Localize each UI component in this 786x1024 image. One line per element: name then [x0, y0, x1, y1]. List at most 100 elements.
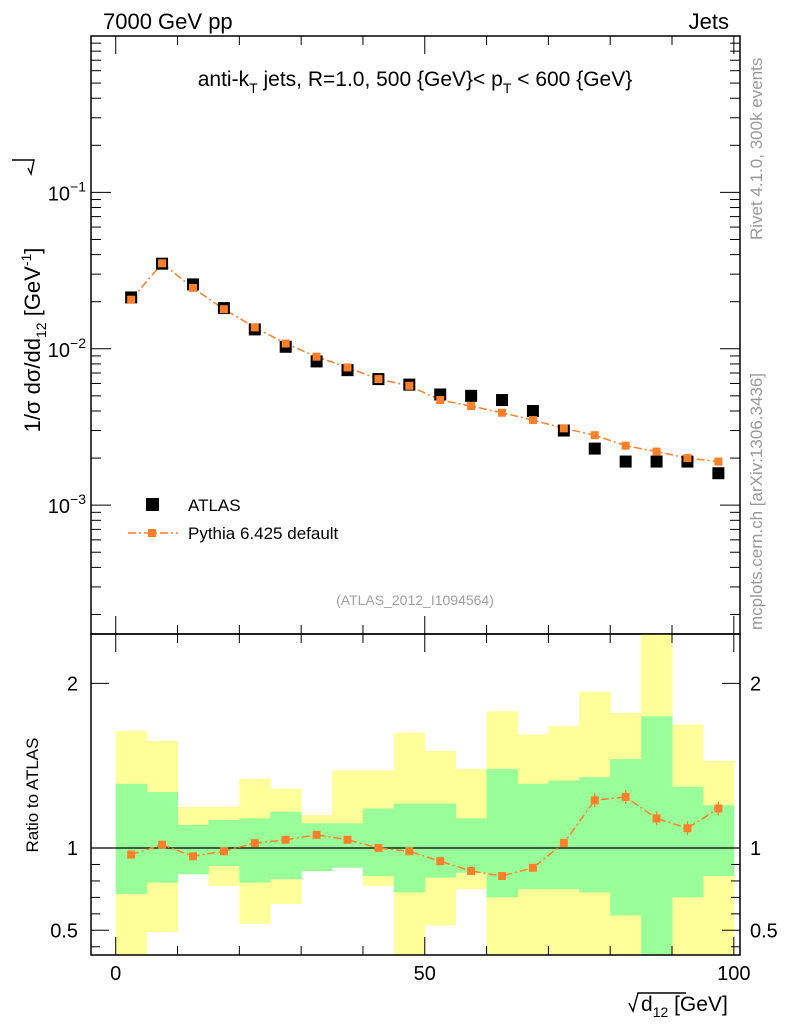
ratio-y-axis-label: Ratio to ATLAS	[23, 738, 42, 853]
title-part-main: anti-k	[198, 68, 250, 91]
uncertainty-band-inner	[548, 780, 580, 890]
tick-base: 10	[48, 496, 70, 518]
mc-data-point	[343, 363, 352, 372]
mc-data-point	[467, 402, 476, 411]
ratio-plot-marks	[91, 634, 740, 955]
uncertainty-band-inner	[177, 824, 209, 875]
main-axes: 10−110−210−3	[48, 35, 741, 635]
mc-data-point	[281, 339, 290, 348]
uncertainty-band-inner	[332, 823, 364, 868]
uncertainty-band-inner	[270, 811, 302, 880]
atlas-data-point	[712, 467, 725, 480]
ratio-panel: 0.5 0.5 1 1 2 2 0 50 100 Ratio to ATLAS	[23, 633, 778, 985]
ylabel-sup: -1	[18, 253, 34, 266]
mc-data-point	[683, 454, 692, 463]
legend-atlas-label: ATLAS	[188, 496, 241, 515]
ratio-mc-point	[498, 871, 507, 880]
tick-base: 10	[48, 183, 70, 205]
header-right: Jets	[689, 9, 729, 34]
svg-text:d12 [GeV]: d12 [GeV]	[641, 993, 728, 1020]
uncertainty-band-inner	[301, 823, 333, 872]
ratio-mc-point	[436, 857, 445, 866]
main-frame	[90, 35, 741, 635]
tick-base: 10	[48, 340, 70, 362]
mc-data-point	[559, 424, 568, 433]
main-panel: 10−110−210−3 anti-kT jets, R=1.0, 500 {G…	[12, 35, 741, 635]
ratio-y-tick-label-left: 1	[67, 838, 78, 860]
ratio-frame	[90, 633, 741, 956]
uncertainty-band-inner	[455, 818, 488, 873]
xlabel-root: d	[641, 993, 653, 1016]
ratio-mc-point	[219, 847, 228, 856]
uncertainty-band-inner	[115, 783, 148, 895]
ratio-mc-point	[528, 863, 537, 872]
mc-data-point	[374, 375, 383, 384]
uncertainty-band-inner	[672, 787, 704, 898]
mc-series-line	[130, 262, 719, 463]
uncertainty-band-inner	[517, 783, 549, 890]
atlas-data-point	[526, 405, 539, 418]
uncertainty-band-inner	[362, 808, 395, 876]
uncertainty-band-inner	[610, 759, 642, 916]
ylabel-part-c: ]	[20, 248, 45, 254]
main-y-tick-label: 10−1	[48, 178, 86, 205]
ratio-mc-point	[652, 814, 661, 823]
ratio-y-tick-label-right: 1	[750, 838, 761, 860]
ratio-mc-point	[312, 830, 321, 839]
mc-data-point	[528, 416, 537, 425]
ratio-mc-point	[621, 792, 630, 801]
mc-data-point	[436, 396, 445, 405]
rivet-version-text: Rivet 4.1.0, 300k events	[747, 58, 766, 240]
title-part-mid: jets, R=1.0, 500 {GeV}< p	[258, 68, 503, 91]
xlabel-sub: 12	[653, 1004, 669, 1020]
mc-data-point	[219, 305, 228, 314]
ylabel-root: d	[20, 338, 45, 350]
uncertainty-band-inner	[208, 820, 240, 867]
uncertainty-band-inner	[146, 792, 179, 883]
ratio-mc-point	[250, 839, 259, 848]
legend-atlas-marker	[146, 498, 159, 511]
uncertainty-band-inner	[424, 803, 457, 878]
atlas-data-point	[465, 389, 478, 402]
ratio-y-tick-label-right: 2	[750, 673, 761, 695]
ratio-mc-point	[127, 850, 136, 859]
mc-data-point	[621, 441, 630, 450]
main-y-tick-label: 10−3	[48, 491, 86, 518]
mcplots-credit-text: mcplots.cern.ch [arXiv:1306.3436]	[747, 373, 766, 630]
main-plot-marks	[125, 257, 725, 480]
ratio-x-tick-label: 100	[717, 963, 750, 985]
main-y-axis-label: 1/σ dσ/dd12 [GeV-1]	[18, 248, 49, 433]
ratio-y-tick-label-left: 2	[67, 673, 78, 695]
atlas-data-point	[650, 455, 663, 468]
ratio-mc-point	[559, 839, 568, 848]
mc-data-point	[498, 408, 507, 417]
uncertainty-band-inner	[641, 716, 673, 955]
header-left: 7000 GeV pp	[103, 9, 233, 34]
legend-mc-label: Pythia 6.425 default	[188, 524, 339, 543]
ratio-y-tick-label-left: 0.5	[50, 920, 78, 942]
ratio-mc-point	[374, 844, 383, 852]
mc-data-point	[714, 457, 723, 466]
xlabel-sqrt-sign	[628, 992, 686, 1013]
ylabel-sub: 12	[33, 322, 49, 338]
svg-text:1/σ dσ/dd12 [GeV-1]: 1/σ dσ/dd12 [GeV-1]	[18, 248, 49, 433]
title-part-tail: < 600 {GeV}	[511, 68, 632, 91]
ratio-axes: 0.5 0.5 1 1 2 2 0 50 100	[50, 633, 778, 985]
ratio-mc-point	[188, 852, 197, 861]
ratio-mc-point	[281, 835, 290, 844]
ratio-mc-point	[683, 824, 692, 833]
ratio-y-tick-label-right: 0.5	[750, 920, 778, 942]
mc-data-point	[590, 431, 599, 440]
main-y-tick-label: 10−2	[48, 335, 86, 362]
ratio-mc-point	[714, 804, 723, 813]
title-part-sub2: T	[503, 80, 512, 96]
tick-exponent: −2	[70, 335, 86, 351]
legend: ATLAS Pythia 6.425 default	[128, 496, 339, 543]
ylabel-part-b: [GeV	[20, 266, 45, 323]
mc-data-point	[158, 259, 167, 268]
ratio-mc-point	[405, 847, 414, 856]
x-axis-label: d12 [GeV]	[628, 992, 728, 1020]
tick-exponent: −1	[70, 178, 86, 194]
atlas-data-point	[619, 455, 632, 468]
mc-data-point	[405, 381, 414, 390]
